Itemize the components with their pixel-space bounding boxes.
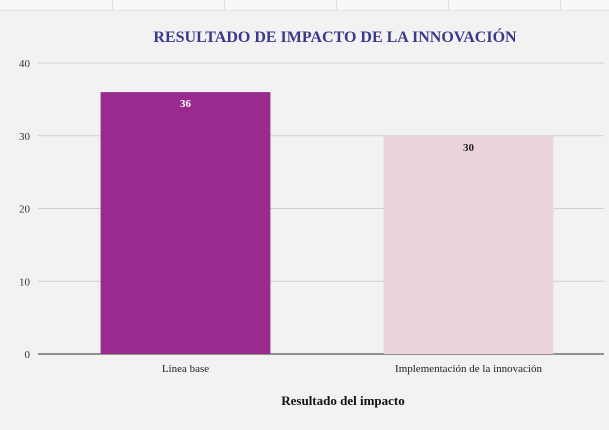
y-tick-label: 20 (19, 204, 31, 216)
chart-title: RESULTADO DE IMPACTO DE LA INNOVACIÓN (153, 27, 517, 46)
y-tick-label: 10 (19, 276, 31, 288)
x-axis-categories: Línea base Implementación de la innovació… (162, 363, 543, 375)
bar-data-label: 36 (180, 98, 192, 110)
y-axis-ticks: 0 10 20 30 40 (19, 58, 31, 361)
spreadsheet-grid-strip (0, 0, 609, 11)
y-tick-label: 40 (19, 58, 31, 70)
x-tick-label: Línea base (162, 363, 209, 375)
y-tick-label: 30 (19, 131, 31, 143)
bars: 36 30 (100, 92, 554, 354)
y-tick-label: 0 (25, 349, 31, 361)
bar (383, 135, 554, 354)
x-tick-label: Implementación de la innovación (395, 363, 542, 375)
bar-data-label: 30 (463, 142, 475, 154)
x-axis-title: Resultado del impacto (281, 393, 405, 408)
bar (100, 92, 271, 354)
